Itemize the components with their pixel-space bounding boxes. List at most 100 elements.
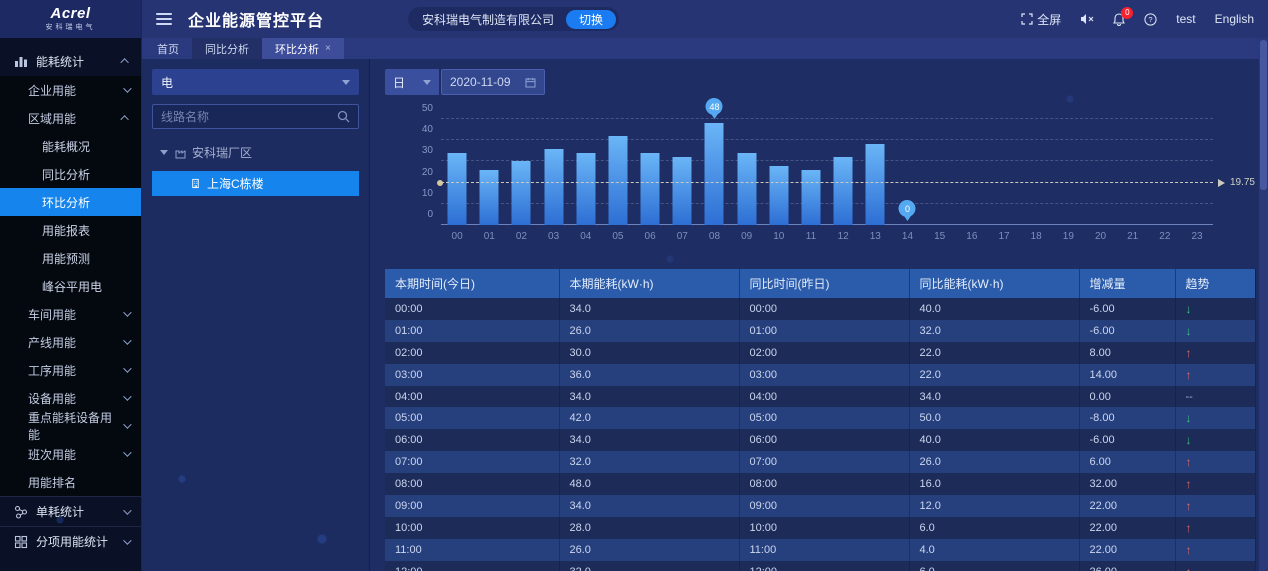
sidebar-item[interactable]: 设备用能 (0, 384, 141, 412)
chart-bar[interactable] (479, 169, 499, 225)
table-row[interactable]: 02:00 30.0 02:00 22.0 8.00 ↑ (385, 342, 1256, 364)
chart-bar[interactable] (544, 148, 564, 225)
table-cell: 42.0 (559, 407, 740, 429)
chart-bar[interactable] (704, 123, 724, 225)
notifications-button[interactable]: 0 (1113, 6, 1134, 26)
x-tick-label: 11 (805, 231, 817, 242)
fullscreen-icon (1021, 13, 1033, 25)
sidebar-subitem[interactable]: 用能预测 (0, 244, 141, 272)
chart-slot: 05 (602, 119, 634, 242)
period-select[interactable]: 日 (385, 69, 439, 95)
search-icon[interactable] (337, 110, 350, 123)
sidebar-subitem[interactable]: 用能报表 (0, 216, 141, 244)
language-switch[interactable]: English (1214, 12, 1254, 26)
switch-company-button[interactable]: 切换 (566, 9, 617, 29)
tab-首页[interactable]: 首页 (144, 38, 192, 59)
chart-bar[interactable] (865, 144, 885, 225)
tree-expand-icon[interactable] (160, 150, 168, 155)
sidebar-item[interactable]: 企业用能 (0, 76, 141, 104)
chevron-up-icon (120, 58, 129, 67)
logo: Acrel 安科瑞电气 (0, 0, 141, 38)
table-row[interactable]: 06:00 34.0 06:00 40.0 -6.00 ↓ (385, 429, 1256, 451)
table-row[interactable]: 05:00 42.0 05:00 50.0 -8.00 ↓ (385, 407, 1256, 429)
chart-bar[interactable] (801, 169, 821, 225)
table-row[interactable]: 09:00 34.0 09:00 12.0 22.00 ↑ (385, 495, 1256, 517)
sidebar-item-label: 工序用能 (28, 363, 77, 378)
table-row[interactable]: 03:00 36.0 03:00 22.0 14.00 ↑ (385, 364, 1256, 386)
chevron-down-icon (423, 79, 431, 85)
tab-环比分析[interactable]: 环比分析 × (262, 38, 344, 59)
sidebar-group-label: 分项用能统计 (36, 535, 109, 549)
fullscreen-label: 全屏 (1037, 12, 1062, 27)
tree-root-label: 安科瑞厂区 (192, 146, 253, 160)
energy-bar-chart: 0 10 20 30 40 50 00 01 02 03 04 05 06 07 08 48 09 10 11 12 1… (385, 98, 1255, 253)
x-tick-label: 23 (1191, 231, 1203, 242)
sidebar-item[interactable]: 重点能耗设备用能 (0, 411, 141, 442)
brand-subtitle: 安科瑞电气 (45, 24, 96, 31)
chart-bar[interactable] (737, 152, 757, 225)
close-icon[interactable]: × (325, 43, 331, 54)
table-row[interactable]: 08:00 48.0 08:00 16.0 32.00 ↑ (385, 473, 1256, 495)
sidebar-group[interactable]: 单耗统计 (0, 496, 141, 526)
tab-同比分析[interactable]: 同比分析 (192, 38, 262, 59)
chart-slot: 13 (859, 119, 891, 242)
date-picker[interactable]: 2020-11-09 (441, 69, 545, 95)
sidebar-item[interactable]: 区域用能 (0, 104, 141, 132)
table-row[interactable]: 00:00 34.0 00:00 40.0 -6.00 ↓ (385, 298, 1256, 320)
fullscreen-button[interactable]: 全屏 (1021, 11, 1061, 28)
sidebar-item[interactable]: 班次用能 (0, 440, 141, 468)
chart-bar[interactable] (640, 152, 660, 225)
sidebar-subitem[interactable]: 能耗概况 (0, 132, 141, 160)
chart-bar[interactable] (447, 152, 467, 225)
sidebar-subitem[interactable]: 同比分析 (0, 160, 141, 188)
sidebar-item[interactable]: 车间用能 (0, 300, 141, 328)
page-scrollbar[interactable] (1259, 38, 1268, 571)
chart-slot: 14 0 (891, 119, 923, 242)
chart-bar[interactable] (672, 157, 692, 225)
line-search-input[interactable] (161, 109, 337, 124)
sidebar: Acrel 安科瑞电气 能耗统计 企业用能 区域用能 能耗概况 同比分析 环比分析 用能报表… (0, 0, 142, 571)
trend-cell: ↑ (1175, 364, 1256, 386)
table-row[interactable]: 01:00 26.0 01:00 32.0 -6.00 ↓ (385, 320, 1256, 342)
factory-icon (175, 149, 186, 158)
chart-bar[interactable] (608, 135, 628, 225)
chart-bar[interactable] (511, 161, 531, 225)
chart-bar[interactable] (576, 152, 596, 225)
table-cell: 50.0 (909, 407, 1080, 429)
sidebar-subitem[interactable]: 峰谷平用电 (0, 272, 141, 300)
table-row[interactable]: 11:00 26.0 11:00 4.0 22.00 ↑ (385, 539, 1256, 561)
company-selector[interactable]: 安科瑞电气制造有限公司 切换 (408, 7, 620, 31)
table-cell: 12.0 (909, 495, 1080, 517)
chart-bar[interactable] (833, 157, 853, 225)
sidebar-group[interactable]: 能耗统计 (0, 46, 141, 76)
menu-collapse-icon[interactable] (156, 13, 172, 25)
scrollbar-thumb[interactable] (1260, 40, 1267, 190)
x-tick-label: 08 (708, 231, 721, 242)
trend-cell: ↓ (1175, 407, 1256, 429)
value-pin-marker: 0 (898, 200, 916, 217)
table-row[interactable]: 07:00 32.0 07:00 26.0 6.00 ↑ (385, 451, 1256, 473)
energy-type-select[interactable]: 电 (152, 69, 359, 95)
company-name: 安科瑞电气制造有限公司 (422, 12, 555, 27)
tree-root-node[interactable]: 安科瑞厂区 (152, 141, 359, 164)
help-button[interactable]: ? (1144, 12, 1157, 26)
energy-type-value: 电 (161, 75, 174, 90)
table-cell: 22.0 (909, 364, 1080, 386)
table-cell: 12:00 (739, 561, 910, 571)
sidebar-item[interactable]: 用能排名 (0, 468, 141, 496)
table-row[interactable]: 04:00 34.0 04:00 34.0 0.00 -- (385, 386, 1256, 407)
user-menu[interactable]: test (1176, 12, 1196, 26)
mute-button[interactable] (1080, 13, 1094, 25)
chart-slot: 20 (1084, 119, 1116, 242)
chart-bar[interactable] (769, 165, 789, 225)
table-row[interactable]: 10:00 28.0 10:00 6.0 22.00 ↑ (385, 517, 1256, 539)
sidebar-item[interactable]: 工序用能 (0, 356, 141, 384)
sidebar-group[interactable]: 分项用能统计 (0, 526, 141, 556)
chevron-down-icon (123, 308, 132, 317)
x-tick-label: 14 (901, 231, 914, 242)
tree-node-selected[interactable]: 上海C栋楼 (152, 171, 359, 196)
sidebar-subitem[interactable]: 环比分析 (0, 188, 141, 216)
y-tick-label: 0 (427, 209, 433, 220)
sidebar-item[interactable]: 产线用能 (0, 328, 141, 356)
